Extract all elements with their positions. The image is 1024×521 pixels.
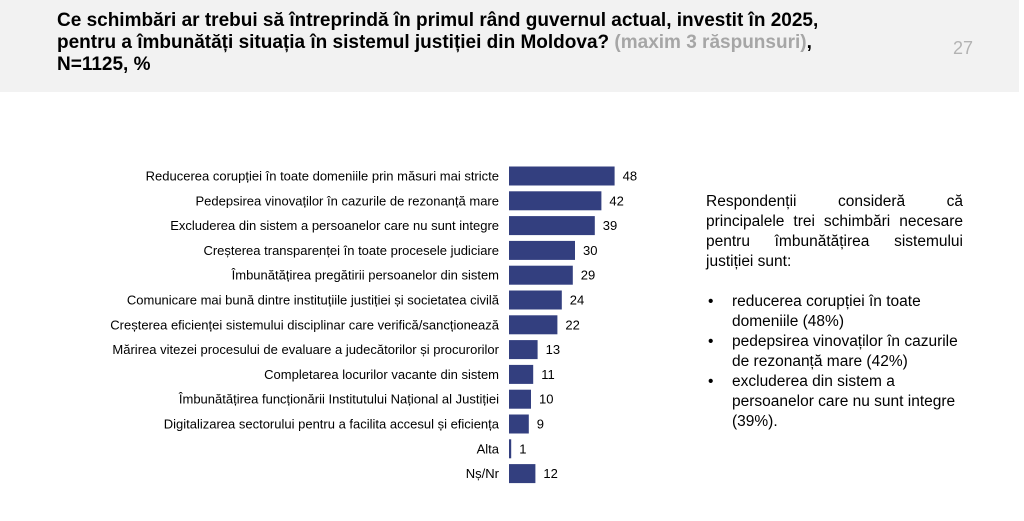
bar [509,414,529,434]
data-label: 29 [581,268,595,283]
data-label: 39 [603,218,617,233]
data-label: 24 [570,293,584,308]
category-label: Pedepsirea vinovaților în cazurile de re… [195,193,499,208]
bar [509,216,595,236]
data-label: 11 [541,367,555,382]
data-label: 9 [537,417,544,432]
bar [509,265,573,285]
data-label: 1 [519,441,526,456]
data-label: 22 [565,317,579,332]
category-label: Alta [477,441,500,456]
category-label: Îmbunătățirea pregătirii persoanelor din… [231,268,499,283]
summary-point: pedepsirea vinovaților în cazurile de re… [706,332,963,372]
data-label: 10 [539,392,553,407]
summary-point: reducerea corupției în toate domeniile (… [706,292,963,332]
category-label: Excluderea din sistem a persoanelor care… [170,218,499,233]
data-label: 30 [583,243,597,258]
summary-panel: Respondenții consideră că principalele t… [706,192,963,432]
bar [509,166,615,186]
summary-list: reducerea corupției în toate domeniile (… [706,292,963,432]
category-label: Completarea locurilor vacante din sistem [264,367,499,382]
bar-chart: Reducerea corupției în toate domeniile p… [110,166,637,484]
bar [509,191,602,211]
bar [509,240,575,260]
category-label: Îmbunătățirea funcționării Institutului … [178,392,499,407]
title-main: Ce schimbări ar trebui să întreprindă în… [57,10,819,53]
slide-title: Ce schimbări ar trebui să întreprindă în… [57,10,877,76]
bar [509,464,536,484]
category-label: Reducerea corupției în toate domeniile p… [146,169,499,184]
bar [509,364,534,384]
bar [509,439,512,459]
data-label: 12 [543,466,557,481]
bar [509,315,558,335]
slide-header: Ce schimbări ar trebui să întreprindă în… [0,0,1019,92]
title-tail: , N=1125, % [57,32,812,75]
bar [509,340,538,360]
summary-point: excluderea din sistem a persoanelor care… [706,372,963,432]
data-label: 13 [546,342,560,357]
category-label: Comunicare mai bună dintre instituțiile … [127,293,500,308]
page-number: 27 [953,38,974,58]
data-label: 48 [623,169,637,184]
category-label: Creșterea eficienței sistemului discipli… [110,317,500,332]
category-label: Creșterea transparenței în toate procese… [203,243,499,258]
summary-intro: Respondenții consideră că principalele t… [706,193,963,270]
bar [509,389,531,409]
category-label: Digitalizarea sectorului pentru a facili… [164,417,500,432]
category-label: Mărirea vitezei procesului de evaluare a… [112,342,499,357]
data-label: 42 [609,193,623,208]
title-muted-note: (maxim 3 răspunsuri) [614,32,807,53]
category-label: Nș/Nr [466,466,500,481]
bar [509,290,562,310]
